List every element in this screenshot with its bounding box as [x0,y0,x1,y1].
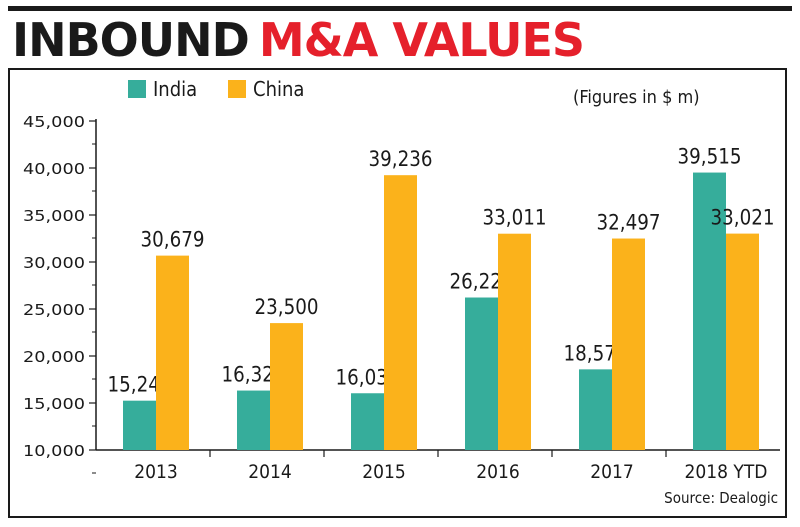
top-rule [8,6,792,11]
y-tick-label: 15,000 [23,395,85,413]
bar-india [123,400,156,450]
chart-frame [8,68,787,518]
legend-label-india: India [153,77,197,101]
y-tick-label: 30,000 [23,254,85,272]
bar-china [726,233,759,450]
data-label: 23,500 [255,295,319,319]
x-tick-label: 2013 [134,461,178,483]
y-tick-label: 20,000 [23,348,85,366]
chart-title: INBOUND M&A VALUES [12,13,585,67]
bar-china [612,238,645,450]
data-label: 39,515 [678,145,742,169]
data-label: 39,236 [369,147,433,171]
bar-india [237,390,270,450]
y-tick-label: 10,000 [23,442,85,460]
bar-india [351,393,384,450]
bar-india [693,172,726,450]
y-tick-label: 40,000 [23,160,85,178]
bar-china [270,323,303,450]
bar-india [465,297,498,450]
legend-swatch-india [128,80,146,98]
y-tick-label: 25,000 [23,301,85,319]
bar-china [156,255,189,450]
source-label: Source: Dealogic [664,489,778,507]
legend-label-china: China [253,77,304,101]
bar-china [384,175,417,451]
data-label: 33,021 [711,206,775,230]
data-label: 32,497 [597,211,661,235]
x-tick-label: 2014 [248,461,292,483]
y-tick-label: 35,000 [23,207,85,225]
title-part-1: INBOUND [12,13,250,67]
data-label: 30,679 [141,228,205,252]
x-tick-label: 2018 YTD [685,461,768,483]
legend-swatch-china [228,80,246,98]
bar-india [579,369,612,450]
title-part-2: M&A VALUES [258,13,585,67]
bar-china [498,233,531,450]
x-tick-label: 2015 [362,461,406,483]
x-tick-label: 2016 [476,461,520,483]
data-label: 33,011 [483,206,547,230]
x-tick-label: 2017 [590,461,634,483]
y-tick-label: 45,000 [23,113,85,131]
figures-note: (Figures in $ m) [573,87,700,108]
